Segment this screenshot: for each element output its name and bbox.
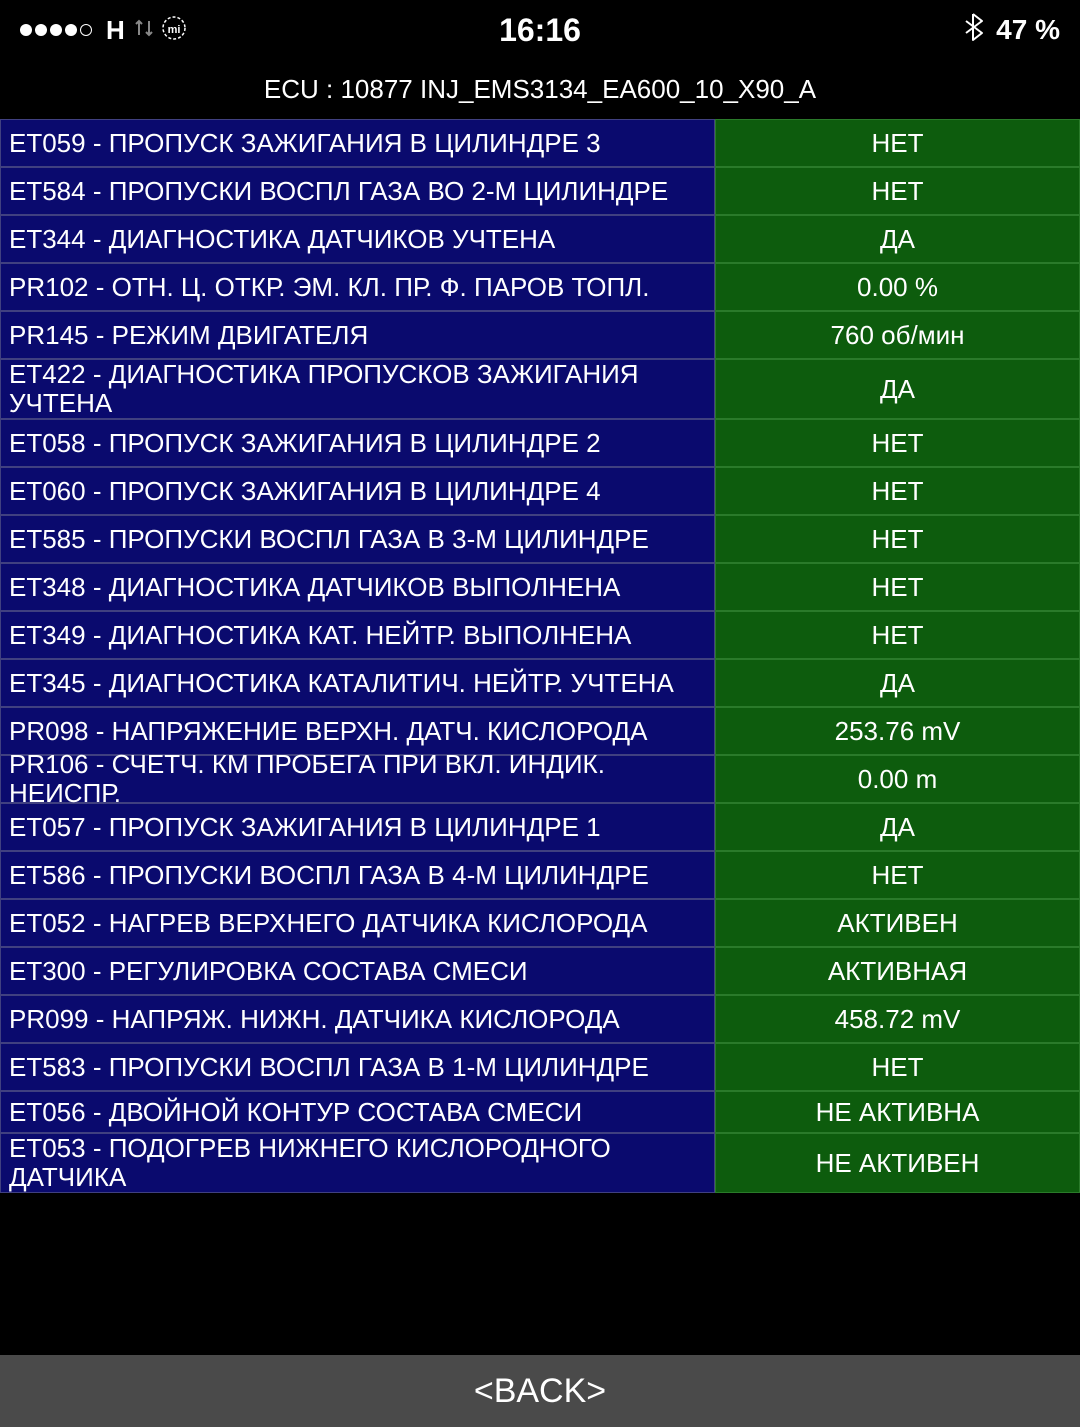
table-row[interactable]: ET052 - НАГРЕВ ВЕРХНЕГО ДАТЧИКА КИСЛОРОД…: [0, 899, 1080, 947]
table-row[interactable]: ET585 - ПРОПУСКИ ВОСПЛ ГАЗА В 3-М ЦИЛИНД…: [0, 515, 1080, 563]
table-row[interactable]: ET584 - ПРОПУСКИ ВОСПЛ ГАЗА ВО 2-М ЦИЛИН…: [0, 167, 1080, 215]
table-row[interactable]: ET060 - ПРОПУСК ЗАЖИГАНИЯ В ЦИЛИНДРЕ 4НЕ…: [0, 467, 1080, 515]
parameter-label: ET586 - ПРОПУСКИ ВОСПЛ ГАЗА В 4-М ЦИЛИНД…: [0, 851, 715, 899]
parameter-value: АКТИВНАЯ: [715, 947, 1080, 995]
parameter-label: ET348 - ДИАГНОСТИКА ДАТЧИКОВ ВЫПОЛНЕНА: [0, 563, 715, 611]
status-bar: H mi 16:16 47 %: [0, 0, 1080, 60]
table-row[interactable]: ET586 - ПРОПУСКИ ВОСПЛ ГАЗА В 4-М ЦИЛИНД…: [0, 851, 1080, 899]
parameter-label: ET344 - ДИАГНОСТИКА ДАТЧИКОВ УЧТЕНА: [0, 215, 715, 263]
parameter-label: ET345 - ДИАГНОСТИКА КАТАЛИТИЧ. НЕЙТР. УЧ…: [0, 659, 715, 707]
parameter-label: PR099 - НАПРЯЖ. НИЖН. ДАТЧИКА КИСЛОРОДА: [0, 995, 715, 1043]
table-row[interactable]: ET058 - ПРОПУСК ЗАЖИГАНИЯ В ЦИЛИНДРЕ 2НЕ…: [0, 419, 1080, 467]
parameter-value: НЕТ: [715, 563, 1080, 611]
parameter-value: 458.72 mV: [715, 995, 1080, 1043]
parameter-value: 0.00 %: [715, 263, 1080, 311]
parameter-value: НЕТ: [715, 419, 1080, 467]
parameter-label: ET058 - ПРОПУСК ЗАЖИГАНИЯ В ЦИЛИНДРЕ 2: [0, 419, 715, 467]
parameter-label: PR145 - РЕЖИМ ДВИГАТЕЛЯ: [0, 311, 715, 359]
svg-text:mi: mi: [167, 24, 180, 36]
parameter-label: PR098 - НАПРЯЖЕНИЕ ВЕРХН. ДАТЧ. КИСЛОРОД…: [0, 707, 715, 755]
clock-label: 16:16: [499, 12, 581, 49]
parameter-label: ET060 - ПРОПУСК ЗАЖИГАНИЯ В ЦИЛИНДРЕ 4: [0, 467, 715, 515]
parameter-value: НЕ АКТИВЕН: [715, 1133, 1080, 1193]
parameter-value: НЕТ: [715, 167, 1080, 215]
parameter-value: 253.76 mV: [715, 707, 1080, 755]
network-type-label: H: [106, 15, 125, 46]
parameter-value: ДА: [715, 803, 1080, 851]
table-row[interactable]: ET348 - ДИАГНОСТИКА ДАТЧИКОВ ВЫПОЛНЕНАНЕ…: [0, 563, 1080, 611]
parameter-label: ET300 - РЕГУЛИРОВКА СОСТАВА СМЕСИ: [0, 947, 715, 995]
parameter-label: ET585 - ПРОПУСКИ ВОСПЛ ГАЗА В 3-М ЦИЛИНД…: [0, 515, 715, 563]
table-row[interactable]: ET300 - РЕГУЛИРОВКА СОСТАВА СМЕСИАКТИВНА…: [0, 947, 1080, 995]
parameter-value: ДА: [715, 659, 1080, 707]
table-row[interactable]: PR106 - СЧЕТЧ. КМ ПРОБЕГА ПРИ ВКЛ. ИНДИК…: [0, 755, 1080, 803]
bluetooth-icon: [962, 12, 984, 49]
parameter-value: АКТИВЕН: [715, 899, 1080, 947]
table-row[interactable]: ET349 - ДИАГНОСТИКА КАТ. НЕЙТР. ВЫПОЛНЕН…: [0, 611, 1080, 659]
table-row[interactable]: PR099 - НАПРЯЖ. НИЖН. ДАТЧИКА КИСЛОРОДА4…: [0, 995, 1080, 1043]
table-row[interactable]: ET345 - ДИАГНОСТИКА КАТАЛИТИЧ. НЕЙТР. УЧ…: [0, 659, 1080, 707]
diagnostics-table: ET059 - ПРОПУСК ЗАЖИГАНИЯ В ЦИЛИНДРЕ 3НЕ…: [0, 119, 1080, 1193]
notification-icon: mi: [161, 15, 187, 46]
table-row[interactable]: ET057 - ПРОПУСК ЗАЖИГАНИЯ В ЦИЛИНДРЕ 1ДА: [0, 803, 1080, 851]
parameter-value: НЕТ: [715, 1043, 1080, 1091]
table-row[interactable]: ET422 - ДИАГНОСТИКА ПРОПУСКОВ ЗАЖИГАНИЯ …: [0, 359, 1080, 419]
parameter-label: PR106 - СЧЕТЧ. КМ ПРОБЕГА ПРИ ВКЛ. ИНДИК…: [0, 755, 715, 803]
table-row[interactable]: ET053 - ПОДОГРЕВ НИЖНЕГО КИСЛОРОДНОГО ДА…: [0, 1133, 1080, 1193]
battery-percent-label: 47 %: [996, 14, 1060, 46]
parameter-label: ET422 - ДИАГНОСТИКА ПРОПУСКОВ ЗАЖИГАНИЯ …: [0, 359, 715, 419]
table-row[interactable]: ET056 - ДВОЙНОЙ КОНТУР СОСТАВА СМЕСИНЕ А…: [0, 1091, 1080, 1133]
parameter-value: 760 об/мин: [715, 311, 1080, 359]
status-left: H mi: [20, 15, 187, 46]
table-row[interactable]: PR102 - ОТН. Ц. ОТКР. ЭМ. КЛ. ПР. Ф. ПАР…: [0, 263, 1080, 311]
parameter-value: НЕТ: [715, 119, 1080, 167]
parameter-value: ДА: [715, 359, 1080, 419]
table-row[interactable]: PR145 - РЕЖИМ ДВИГАТЕЛЯ760 об/мин: [0, 311, 1080, 359]
table-row[interactable]: ET059 - ПРОПУСК ЗАЖИГАНИЯ В ЦИЛИНДРЕ 3НЕ…: [0, 119, 1080, 167]
parameter-label: ET584 - ПРОПУСКИ ВОСПЛ ГАЗА ВО 2-М ЦИЛИН…: [0, 167, 715, 215]
parameter-label: ET053 - ПОДОГРЕВ НИЖНЕГО КИСЛОРОДНОГО ДА…: [0, 1133, 715, 1193]
status-right: 47 %: [962, 12, 1060, 49]
parameter-label: ET052 - НАГРЕВ ВЕРХНЕГО ДАТЧИКА КИСЛОРОД…: [0, 899, 715, 947]
back-button[interactable]: <BACK>: [0, 1355, 1080, 1427]
parameter-value: НЕТ: [715, 515, 1080, 563]
table-row[interactable]: PR098 - НАПРЯЖЕНИЕ ВЕРХН. ДАТЧ. КИСЛОРОД…: [0, 707, 1080, 755]
parameter-label: PR102 - ОТН. Ц. ОТКР. ЭМ. КЛ. ПР. Ф. ПАР…: [0, 263, 715, 311]
parameter-value: 0.00 m: [715, 755, 1080, 803]
parameter-label: ET059 - ПРОПУСК ЗАЖИГАНИЯ В ЦИЛИНДРЕ 3: [0, 119, 715, 167]
parameter-label: ET056 - ДВОЙНОЙ КОНТУР СОСТАВА СМЕСИ: [0, 1091, 715, 1133]
data-transfer-icon: [135, 17, 153, 44]
parameter-label: ET583 - ПРОПУСКИ ВОСПЛ ГАЗА В 1-М ЦИЛИНД…: [0, 1043, 715, 1091]
table-row[interactable]: ET583 - ПРОПУСКИ ВОСПЛ ГАЗА В 1-М ЦИЛИНД…: [0, 1043, 1080, 1091]
parameter-value: НЕ АКТИВНА: [715, 1091, 1080, 1133]
parameter-label: ET349 - ДИАГНОСТИКА КАТ. НЕЙТР. ВЫПОЛНЕН…: [0, 611, 715, 659]
ecu-header-label: ECU : 10877 INJ_EMS3134_EA600_10_X90_A: [0, 60, 1080, 119]
signal-strength-icon: [20, 24, 92, 36]
parameter-value: НЕТ: [715, 851, 1080, 899]
table-row[interactable]: ET344 - ДИАГНОСТИКА ДАТЧИКОВ УЧТЕНАДА: [0, 215, 1080, 263]
parameter-value: ДА: [715, 215, 1080, 263]
parameter-value: НЕТ: [715, 611, 1080, 659]
parameter-value: НЕТ: [715, 467, 1080, 515]
parameter-label: ET057 - ПРОПУСК ЗАЖИГАНИЯ В ЦИЛИНДРЕ 1: [0, 803, 715, 851]
